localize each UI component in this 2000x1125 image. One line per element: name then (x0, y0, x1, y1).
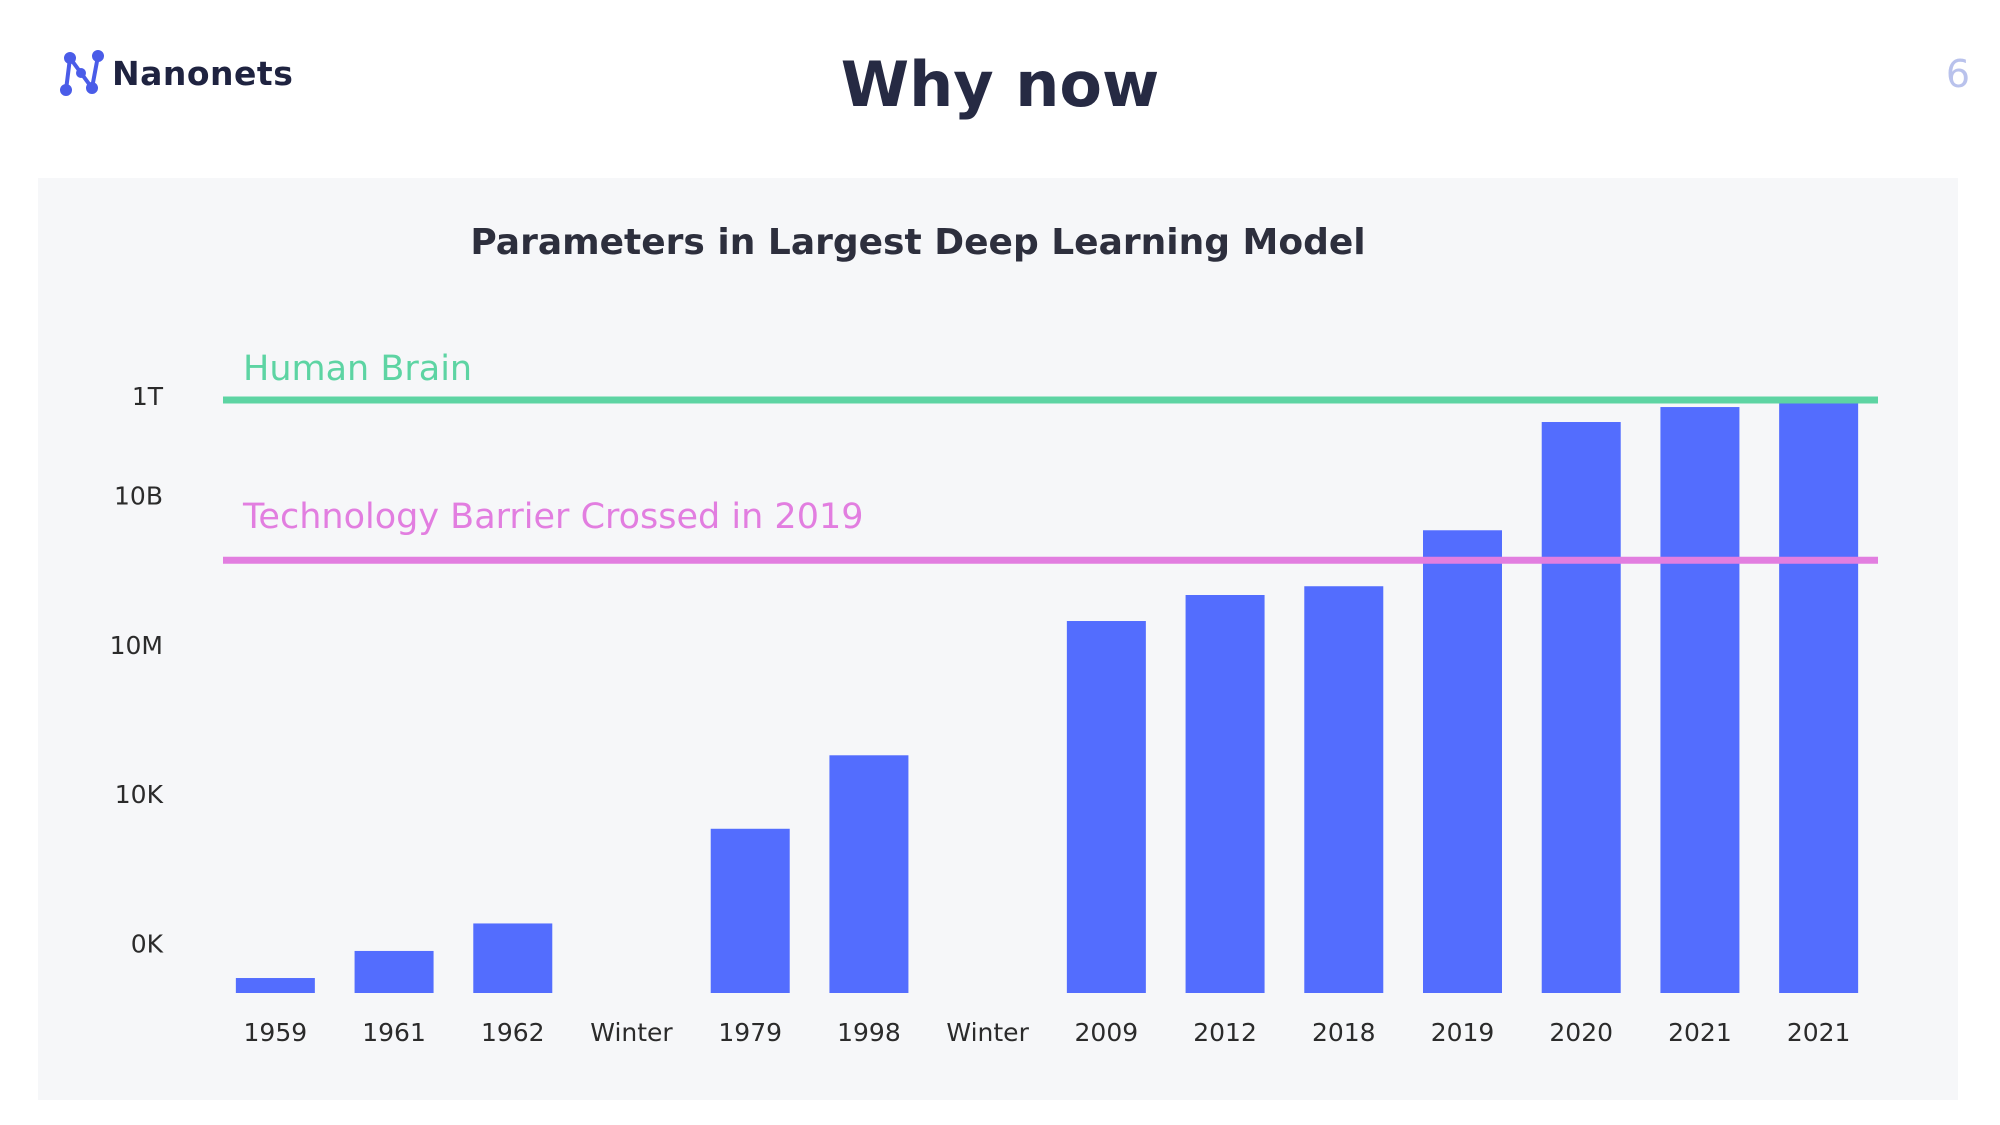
x-tick-label: 2021 (1787, 1018, 1851, 1047)
x-tick-label: 2021 (1668, 1018, 1732, 1047)
bar-chart: Parameters in Largest Deep Learning Mode… (110, 222, 1878, 1047)
bar (710, 828, 790, 993)
bar (354, 950, 434, 993)
bar (1066, 621, 1146, 993)
chart-title: Parameters in Largest Deep Learning Mode… (470, 222, 1365, 263)
x-tick-label: 1961 (362, 1018, 426, 1047)
x-tick-label: Winter (946, 1018, 1029, 1047)
y-tick-label: 0K (131, 929, 164, 958)
bar (1423, 530, 1502, 993)
x-tick-label: 1962 (481, 1018, 545, 1047)
bar (829, 755, 909, 993)
page-number: 6 (1945, 52, 1970, 96)
human-brain-label: Human Brain (243, 349, 472, 389)
bar (1304, 586, 1384, 993)
bar (473, 923, 553, 993)
y-tick-label: 1T (132, 382, 164, 411)
nanonets-n-icon (60, 50, 104, 96)
bar (1660, 407, 1740, 993)
y-tick-label: 10M (110, 631, 163, 660)
x-tick-label: 1979 (718, 1018, 782, 1047)
bar (235, 978, 315, 993)
x-tick-label: 1959 (244, 1018, 308, 1047)
x-tick-label: 1998 (837, 1018, 901, 1047)
bar (1541, 422, 1621, 994)
technology-barrier-label: Technology Barrier Crossed in 2019 (242, 497, 864, 537)
y-tick-label: 10B (114, 482, 163, 511)
bar (1185, 595, 1265, 993)
y-tick-label: 10K (115, 780, 164, 809)
chart-panel: Parameters in Largest Deep Learning Mode… (38, 178, 1958, 1100)
x-tick-label: 2012 (1193, 1018, 1257, 1047)
nanonets-logo: Nanonets (60, 50, 293, 96)
x-tick-label: 2009 (1075, 1018, 1139, 1047)
logo-text: Nanonets (112, 53, 294, 93)
x-tick-label: 2020 (1549, 1018, 1613, 1047)
slide-title: Why now (840, 48, 1160, 121)
x-tick-label: 2019 (1431, 1018, 1495, 1047)
bar (1779, 400, 1859, 993)
x-tick-label: Winter (590, 1018, 673, 1047)
x-tick-label: 2018 (1312, 1018, 1376, 1047)
